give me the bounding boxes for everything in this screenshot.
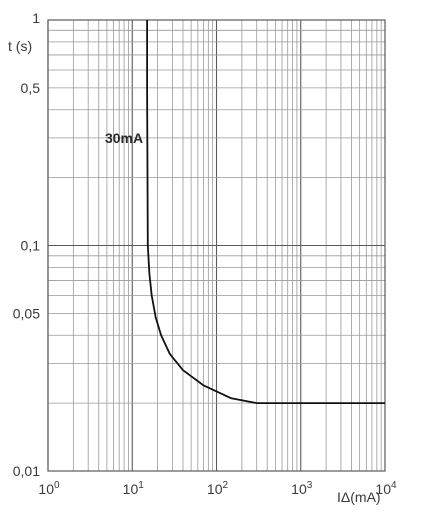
plot-frame <box>47 19 386 472</box>
y-tick-label: 0,05 <box>13 305 40 321</box>
x-axis-label: IΔ(mA) <box>337 489 381 505</box>
x-tick-label: 100 <box>38 480 60 497</box>
y-tick-label: 0,01 <box>13 463 40 479</box>
x-tick-label: 103 <box>291 480 313 497</box>
x-tick-label: 104 <box>375 480 397 497</box>
y-tick-label: 1 <box>32 10 40 26</box>
y-tick-label: 0,5 <box>21 80 41 96</box>
x-tick-label: 102 <box>207 480 229 497</box>
y-axis-label: t (s) <box>8 38 32 54</box>
series-line <box>146 20 385 404</box>
x-tick-label: 101 <box>123 480 145 497</box>
curves <box>146 20 385 404</box>
y-tick-label: 0,1 <box>21 238 41 254</box>
series-label: 30mA <box>105 130 143 146</box>
